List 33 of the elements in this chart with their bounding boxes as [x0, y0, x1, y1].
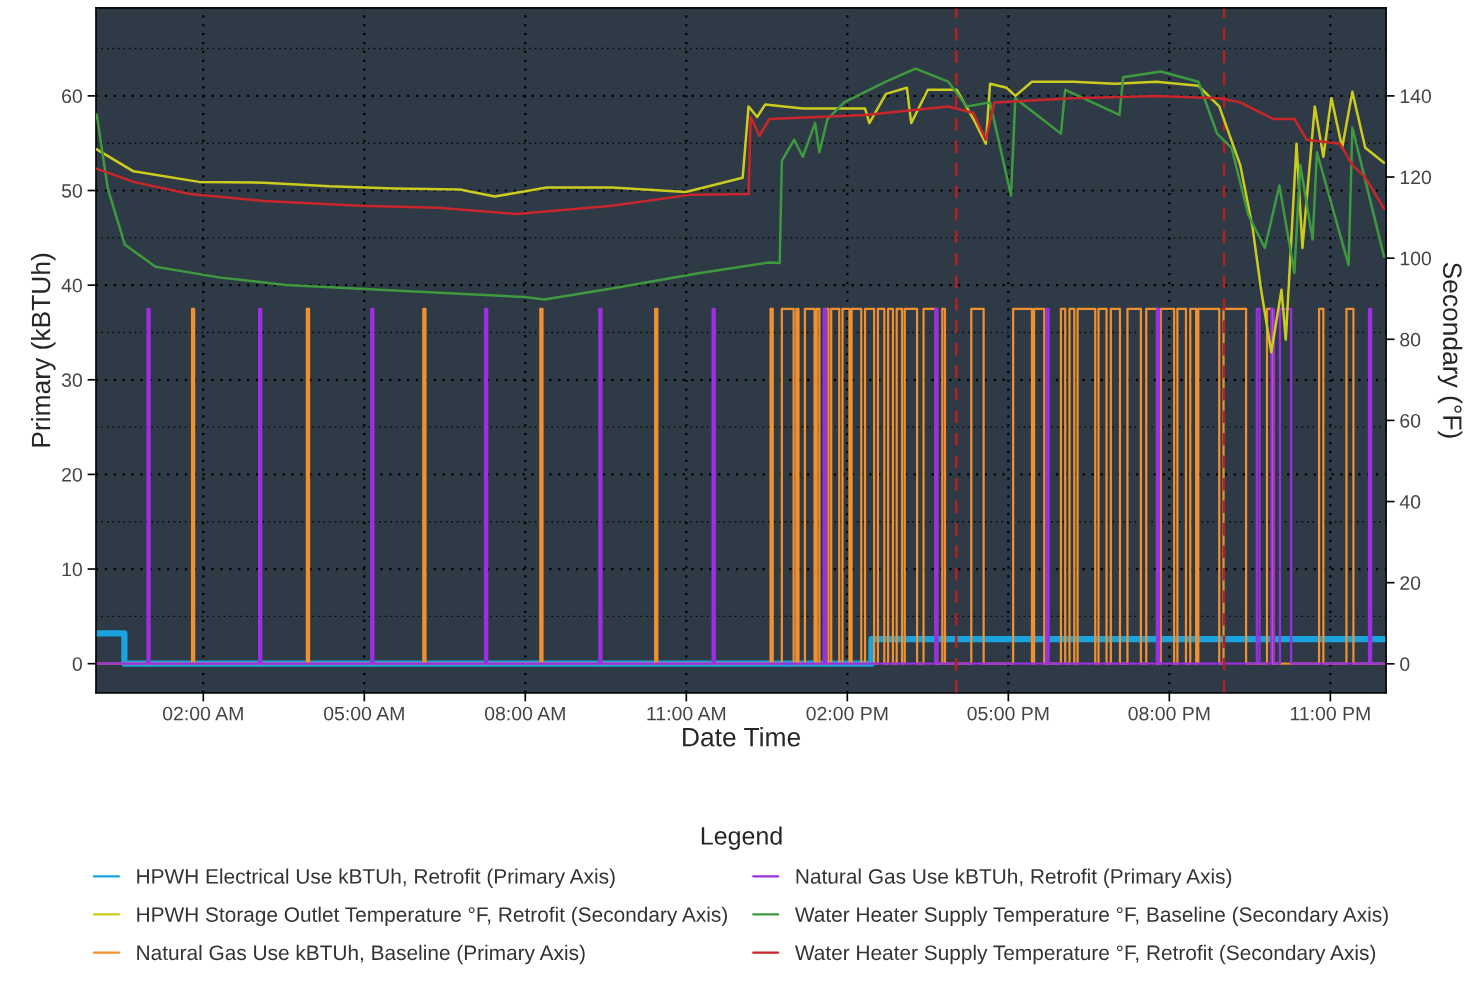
x-tick-label: 11:00 PM [1290, 706, 1370, 721]
y-tick-label: 30 [61, 373, 82, 388]
y2-tick-label: 40 [1399, 495, 1421, 509]
y-tick-label: 60 [62, 89, 82, 104]
x-tick-label: 05:00 PM [967, 706, 1049, 721]
y2-tick-label: 0 [1400, 657, 1410, 672]
legend-title: Legend [701, 826, 782, 850]
y-tick-label: 50 [61, 183, 82, 198]
x-tick-label: 08:00 AM [484, 706, 565, 721]
y2-tick-label: 140 [1400, 89, 1432, 104]
y2-axis-title: Secondary (°F) [1437, 262, 1463, 438]
y2-tick-label: 80 [1400, 332, 1421, 347]
legend-label: Natural Gas Use kBTUh, Retrofit (Primary Axis) [796, 868, 1232, 888]
legend-label: Water Heater Supply Temperature °F, Retrofit (Secondary Axis) [794, 944, 1376, 965]
x-tick-label: 05:00 AM [323, 706, 404, 721]
x-tick-label: 08:00 PM [1128, 706, 1210, 721]
y2-tick-label: 100 [1400, 251, 1432, 266]
y-tick-label: 0 [72, 657, 82, 671]
x-tick-label: 02:00 PM [806, 706, 888, 721]
y-tick-label: 40 [61, 278, 82, 293]
y-axis-title: Primary (kBTUh) [30, 253, 56, 447]
y-tick-label: 20 [62, 467, 82, 482]
x-axis-title: Date Time [683, 727, 801, 747]
x-tick-label: 11:00 AM [647, 706, 726, 721]
y-tick-label: 10 [62, 562, 82, 577]
y2-tick-label: 60 [1400, 413, 1421, 428]
legend-label: HPWH Electrical Use kBTUh, Retrofit (Primary Axis) [137, 868, 615, 888]
y2-tick-label: 20 [1400, 576, 1421, 590]
y2-tick-label: 120 [1400, 170, 1432, 185]
legend-label: Natural Gas Use kBTUh, Baseline (Primary Axis) [137, 944, 585, 965]
legend-label: HPWH Storage Outlet Temperature °F, Retrofit (Secondary Axis) [137, 906, 727, 927]
x-tick-label: 02:00 AM [162, 706, 243, 721]
legend-label: Water Heater Supply Temperature °F, Baseline (Secondary Axis) [794, 906, 1388, 927]
